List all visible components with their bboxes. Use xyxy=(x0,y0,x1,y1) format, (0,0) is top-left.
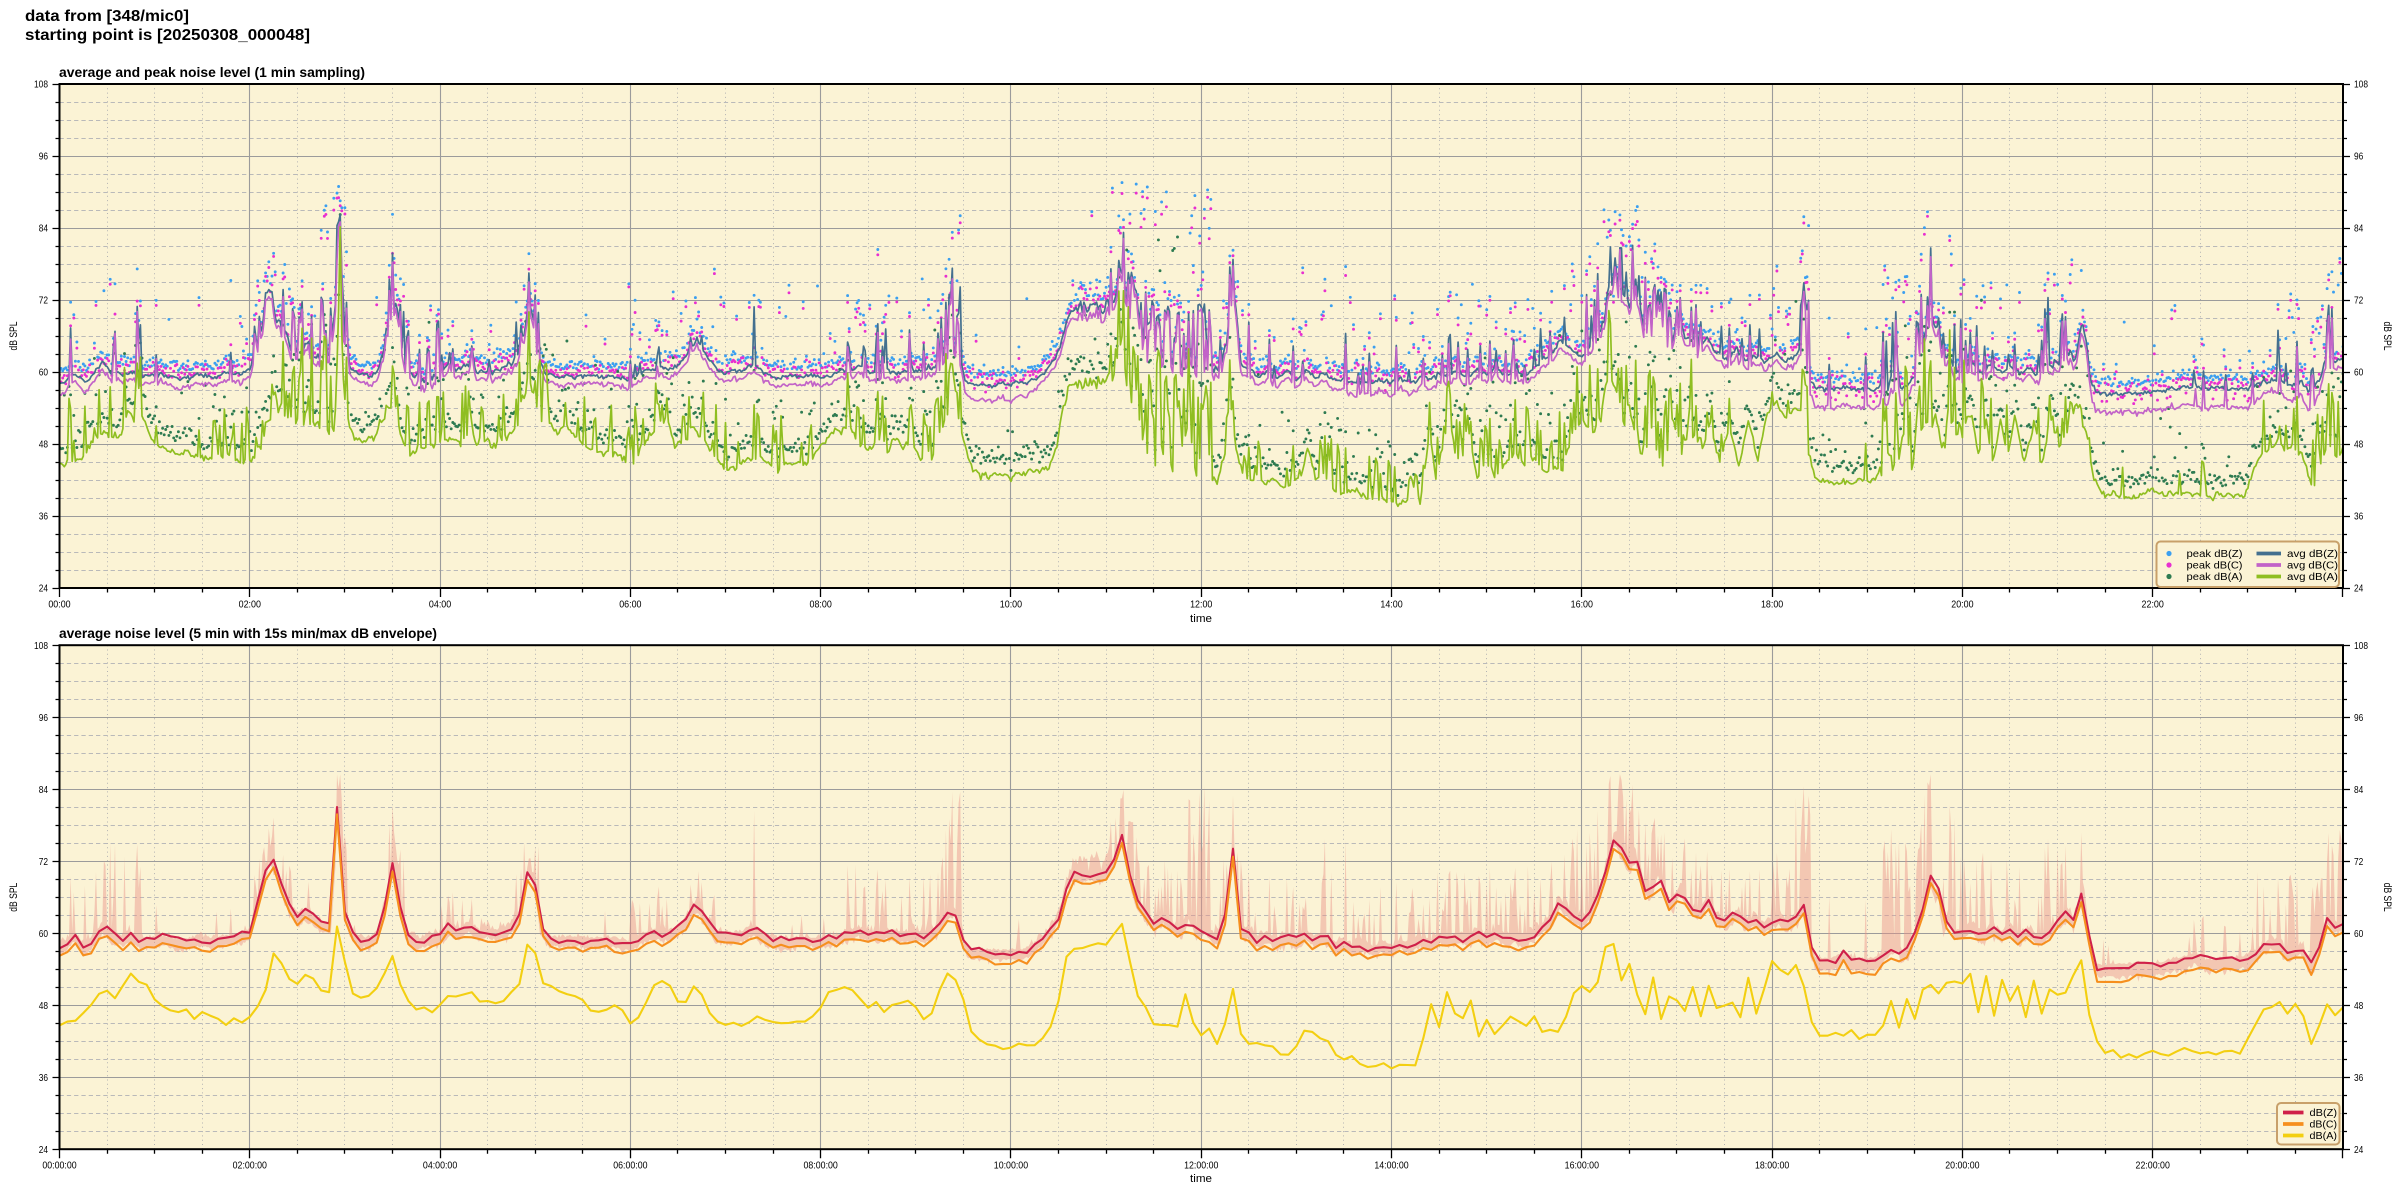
svg-text:dB(A): dB(A) xyxy=(2310,1131,2338,1142)
svg-text:72: 72 xyxy=(2354,857,2363,868)
svg-text:20:00:00: 20:00:00 xyxy=(1945,1161,1979,1172)
svg-text:02:00:00: 02:00:00 xyxy=(233,1161,267,1172)
svg-text:36: 36 xyxy=(2354,1073,2363,1084)
svg-text:16:00:00: 16:00:00 xyxy=(1565,1161,1599,1172)
svg-text:04:00: 04:00 xyxy=(429,600,451,611)
svg-text:48: 48 xyxy=(2354,1001,2363,1012)
svg-text:24: 24 xyxy=(39,1145,48,1156)
svg-text:72: 72 xyxy=(2354,296,2363,307)
svg-text:data from [348/mic0]: data from [348/mic0] xyxy=(25,8,189,25)
svg-text:04:00:00: 04:00:00 xyxy=(423,1161,457,1172)
svg-text:48: 48 xyxy=(2354,440,2363,451)
svg-text:dB(Z): dB(Z) xyxy=(2310,1108,2338,1119)
svg-text:24: 24 xyxy=(39,584,48,595)
svg-text:02:00: 02:00 xyxy=(239,600,261,611)
svg-text:peak dB(C): peak dB(C) xyxy=(2187,561,2243,572)
svg-text:00:00:00: 00:00:00 xyxy=(42,1161,76,1172)
svg-text:16:00: 16:00 xyxy=(1571,600,1593,611)
svg-text:avg dB(Z): avg dB(Z) xyxy=(2287,549,2338,560)
svg-text:60: 60 xyxy=(2354,368,2363,379)
svg-text:00:00: 00:00 xyxy=(48,600,70,611)
svg-text:14:00:00: 14:00:00 xyxy=(1374,1161,1408,1172)
svg-text:24: 24 xyxy=(2354,584,2363,595)
svg-text:avg dB(A): avg dB(A) xyxy=(2287,572,2338,583)
svg-text:48: 48 xyxy=(39,440,48,451)
svg-text:dB SPL: dB SPL xyxy=(8,321,20,350)
svg-text:06:00:00: 06:00:00 xyxy=(613,1161,647,1172)
svg-text:36: 36 xyxy=(39,1073,48,1084)
svg-text:96: 96 xyxy=(39,713,48,724)
svg-text:dB SPL: dB SPL xyxy=(8,883,20,912)
svg-text:22:00:00: 22:00:00 xyxy=(2136,1161,2170,1172)
svg-text:peak dB(A): peak dB(A) xyxy=(2187,572,2243,583)
svg-text:dB(C): dB(C) xyxy=(2310,1120,2338,1131)
svg-text:36: 36 xyxy=(2354,512,2363,523)
svg-text:12:00:00: 12:00:00 xyxy=(1184,1161,1218,1172)
svg-text:36: 36 xyxy=(39,512,48,523)
svg-text:84: 84 xyxy=(2354,785,2363,796)
svg-text:dB SPL: dB SPL xyxy=(2381,883,2393,912)
svg-text:starting point is [20250308_00: starting point is [20250308_000048] xyxy=(25,27,310,44)
svg-text:08:00:00: 08:00:00 xyxy=(804,1161,838,1172)
svg-text:96: 96 xyxy=(2354,713,2363,724)
svg-text:84: 84 xyxy=(39,785,48,796)
svg-text:14:00: 14:00 xyxy=(1380,600,1402,611)
svg-text:18:00: 18:00 xyxy=(1761,600,1783,611)
svg-text:72: 72 xyxy=(39,857,48,868)
svg-text:84: 84 xyxy=(39,224,48,235)
svg-text:60: 60 xyxy=(39,929,48,940)
svg-text:18:00:00: 18:00:00 xyxy=(1755,1161,1789,1172)
svg-text:12:00: 12:00 xyxy=(1190,600,1212,611)
svg-text:dB SPL: dB SPL xyxy=(2381,322,2393,351)
svg-text:108: 108 xyxy=(34,641,48,652)
svg-text:time: time xyxy=(1190,1173,1212,1185)
svg-text:average noise level (5 min wit: average noise level (5 min with 15s min/… xyxy=(59,625,437,641)
svg-text:time: time xyxy=(1190,613,1212,625)
svg-text:60: 60 xyxy=(39,368,48,379)
svg-text:average and peak noise level (: average and peak noise level (1 min samp… xyxy=(59,64,365,80)
svg-text:72: 72 xyxy=(39,296,48,307)
svg-text:60: 60 xyxy=(2354,929,2363,940)
svg-text:peak dB(Z): peak dB(Z) xyxy=(2187,549,2243,560)
svg-text:96: 96 xyxy=(39,152,48,163)
svg-text:108: 108 xyxy=(2354,80,2368,91)
svg-text:06:00: 06:00 xyxy=(619,600,641,611)
svg-text:22:00: 22:00 xyxy=(2142,600,2164,611)
svg-text:84: 84 xyxy=(2354,224,2363,235)
svg-text:96: 96 xyxy=(2354,152,2363,163)
svg-text:108: 108 xyxy=(34,80,48,91)
svg-text:10:00: 10:00 xyxy=(1000,600,1022,611)
svg-text:20:00: 20:00 xyxy=(1951,600,1973,611)
svg-text:108: 108 xyxy=(2354,641,2368,652)
svg-text:24: 24 xyxy=(2354,1145,2363,1156)
svg-text:48: 48 xyxy=(39,1001,48,1012)
svg-text:10:00:00: 10:00:00 xyxy=(994,1161,1028,1172)
svg-text:avg dB(C): avg dB(C) xyxy=(2287,561,2338,572)
svg-text:08:00: 08:00 xyxy=(810,600,832,611)
